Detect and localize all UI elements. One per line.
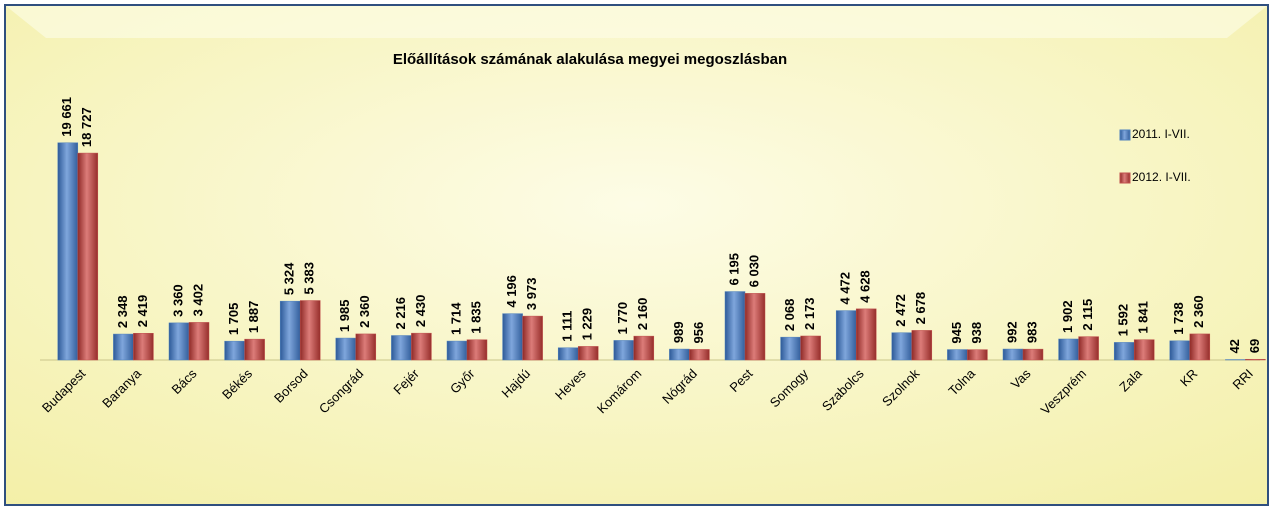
value-label: 1 887	[246, 301, 261, 334]
bar	[911, 330, 933, 361]
bar	[335, 337, 357, 361]
bar	[613, 340, 635, 361]
value-label: 1 714	[448, 302, 463, 335]
value-label: 2 430	[413, 295, 428, 328]
bar	[279, 300, 301, 361]
bar	[224, 340, 245, 361]
bar	[1002, 348, 1024, 361]
value-label: 1 592	[1116, 304, 1131, 337]
value-label: 938	[969, 322, 984, 344]
value-label: 1 902	[1060, 300, 1075, 333]
value-label: 69	[1247, 339, 1262, 353]
value-label: 5 383	[302, 262, 317, 295]
value-label: 5 324	[282, 262, 297, 295]
value-label: 992	[1004, 321, 1019, 343]
bar	[1113, 342, 1135, 361]
bar	[1058, 338, 1079, 361]
value-label: 2 348	[115, 296, 130, 329]
bar	[1078, 336, 1099, 361]
bar	[522, 315, 543, 361]
value-label: 4 196	[504, 275, 519, 308]
value-label: 1 841	[1136, 301, 1151, 334]
value-label: 2 678	[913, 292, 928, 325]
bar	[780, 336, 801, 361]
value-label: 983	[1024, 321, 1039, 343]
frame-bevel	[6, 6, 1267, 38]
bar	[188, 322, 210, 361]
bar	[891, 332, 913, 361]
bar	[57, 142, 79, 361]
bar	[855, 308, 877, 361]
value-label: 2 360	[357, 295, 372, 328]
value-label: 2 360	[1191, 295, 1206, 328]
value-label: 6 030	[746, 255, 761, 288]
value-label: 1 229	[580, 308, 595, 341]
value-label: 42	[1227, 339, 1242, 353]
value-label: 1 111	[560, 311, 575, 342]
bar	[299, 300, 321, 361]
value-label: 18 727	[79, 107, 94, 147]
value-label: 2 216	[393, 297, 408, 330]
bar	[113, 333, 134, 361]
bar	[133, 333, 154, 361]
chart-title: Előállítások számának alakulása megyei m…	[393, 51, 787, 68]
bar	[391, 335, 412, 361]
value-label: 2 068	[782, 299, 797, 332]
bar	[800, 335, 821, 361]
bar	[244, 338, 265, 361]
bar	[947, 349, 968, 361]
legend-label: 2012. I-VII.	[1132, 170, 1191, 184]
value-label: 945	[949, 322, 964, 344]
bar	[77, 152, 99, 361]
value-label: 2 173	[802, 297, 817, 330]
value-label: 2 115	[1080, 299, 1095, 331]
value-label: 2 472	[893, 294, 908, 327]
value-label: 1 705	[226, 303, 241, 336]
value-label: 3 973	[524, 278, 539, 311]
bar	[744, 293, 766, 361]
legend-swatch	[1119, 172, 1131, 184]
bar	[724, 291, 746, 361]
bar	[633, 335, 655, 361]
value-label: 4 472	[838, 272, 853, 305]
value-label: 3 360	[170, 284, 185, 317]
bar	[557, 347, 579, 361]
chart-frame	[4, 4, 1269, 506]
bar	[502, 313, 523, 361]
bar	[967, 349, 988, 361]
bar	[1189, 333, 1211, 361]
value-label: 2 160	[635, 298, 650, 331]
legend-swatch	[1119, 129, 1131, 141]
value-label: 6 195	[726, 253, 741, 286]
value-label: 2 419	[135, 295, 150, 328]
value-label: 956	[691, 322, 706, 344]
bar	[669, 348, 690, 361]
bar	[466, 339, 488, 361]
value-label: 1 835	[468, 301, 483, 334]
value-label: 1 770	[615, 302, 630, 335]
bar	[689, 349, 710, 361]
value-label: 4 628	[858, 270, 873, 303]
value-label: 3 402	[190, 284, 205, 317]
bar	[835, 310, 857, 361]
value-label: 1 738	[1171, 302, 1186, 335]
bar	[355, 333, 377, 361]
bar	[1133, 339, 1155, 361]
bar	[446, 340, 468, 361]
value-label: 19 661	[59, 97, 74, 137]
bar	[577, 346, 599, 361]
bar	[1245, 358, 1266, 361]
bar	[411, 332, 432, 361]
value-label: 989	[671, 321, 686, 343]
bar	[1022, 348, 1044, 361]
bar	[1169, 340, 1191, 361]
legend-label: 2011. I-VII.	[1132, 127, 1190, 141]
bar	[168, 322, 190, 361]
value-label: 1 985	[337, 300, 352, 333]
